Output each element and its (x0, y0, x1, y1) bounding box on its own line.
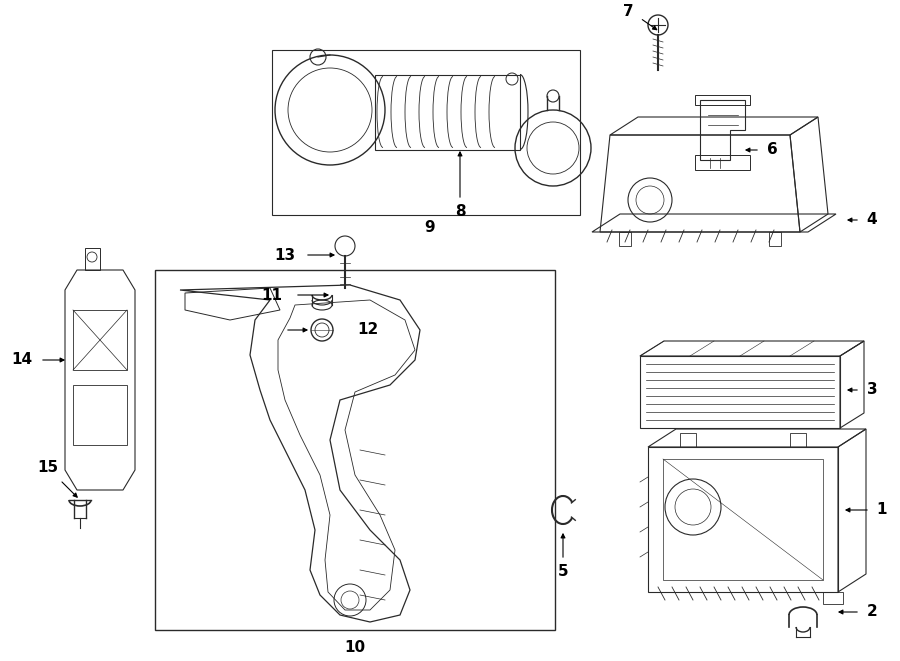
Text: 1: 1 (877, 502, 887, 518)
Text: 9: 9 (425, 221, 436, 235)
Text: 4: 4 (867, 212, 877, 227)
Text: 5: 5 (558, 564, 568, 580)
Text: 6: 6 (767, 143, 778, 157)
Text: 7: 7 (623, 5, 634, 20)
Text: 13: 13 (274, 247, 295, 262)
Text: 14: 14 (12, 352, 32, 368)
Text: 12: 12 (357, 323, 379, 338)
Text: 11: 11 (262, 288, 283, 303)
Text: 2: 2 (867, 605, 877, 619)
Text: 15: 15 (38, 461, 58, 475)
Text: 10: 10 (345, 641, 365, 656)
Text: 8: 8 (454, 204, 465, 219)
Text: 3: 3 (867, 383, 877, 397)
